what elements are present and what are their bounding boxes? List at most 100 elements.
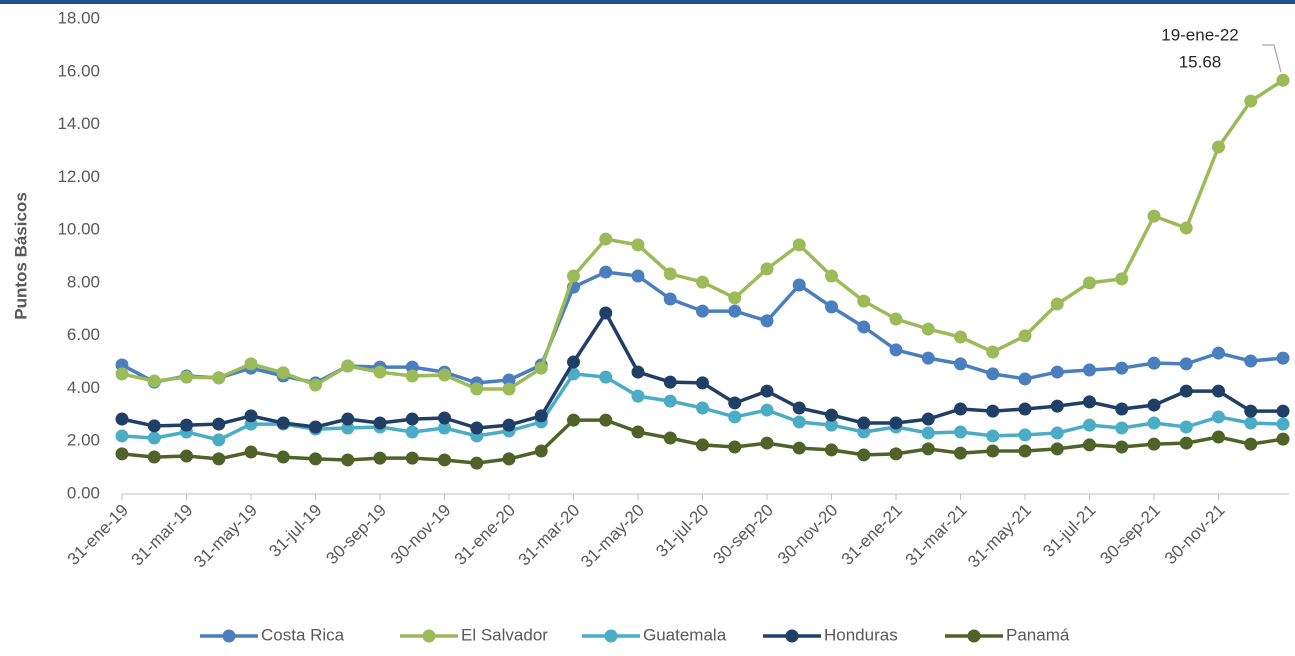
marker xyxy=(857,294,871,308)
legend-marker xyxy=(785,629,799,643)
marker xyxy=(1147,209,1161,223)
marker xyxy=(276,450,290,464)
marker xyxy=(728,304,742,318)
x-tick-label: 31-ene-19 xyxy=(64,501,132,569)
marker xyxy=(1179,384,1193,398)
marker xyxy=(921,442,935,456)
marker xyxy=(1050,365,1064,379)
marker xyxy=(696,438,709,452)
marker xyxy=(373,451,387,465)
marker xyxy=(1244,416,1258,430)
marker xyxy=(1179,420,1193,434)
marker xyxy=(1244,354,1258,368)
marker xyxy=(1147,356,1161,370)
marker xyxy=(309,420,322,434)
marker xyxy=(954,357,967,371)
marker xyxy=(825,269,838,283)
x-tick-label: 31-may-19 xyxy=(190,501,261,572)
marker xyxy=(1083,395,1096,409)
marker xyxy=(1179,357,1193,371)
marker xyxy=(567,269,580,283)
marker xyxy=(1179,221,1193,235)
marker xyxy=(663,375,677,389)
marker xyxy=(1018,428,1032,442)
marker xyxy=(438,421,451,435)
marker xyxy=(1244,404,1258,418)
marker xyxy=(954,402,967,416)
marker xyxy=(502,373,516,387)
y-tick-label: 6.00 xyxy=(67,325,100,344)
y-tick-label: 14.00 xyxy=(57,114,100,133)
marker xyxy=(341,453,355,467)
marker xyxy=(244,357,258,371)
marker xyxy=(599,370,613,384)
marker xyxy=(760,262,774,276)
x-tick-label: 31-jul-21 xyxy=(1039,501,1099,561)
x-tick-label: 31-mar-21 xyxy=(902,501,971,570)
marker xyxy=(1276,73,1290,87)
marker xyxy=(405,451,419,465)
marker xyxy=(599,306,613,320)
legend-label: El Salvador xyxy=(461,625,548,644)
marker xyxy=(115,447,129,461)
x-tick-label: 31-jul-20 xyxy=(652,501,712,561)
marker xyxy=(212,433,226,447)
marker xyxy=(373,365,387,379)
legend-marker xyxy=(604,629,618,643)
y-tick-label: 18.00 xyxy=(57,8,100,27)
marker xyxy=(534,409,548,423)
marker xyxy=(341,421,355,435)
marker xyxy=(599,232,613,246)
marker xyxy=(1147,416,1161,430)
marker xyxy=(1083,363,1096,377)
marker xyxy=(760,436,774,450)
marker xyxy=(438,411,451,425)
marker xyxy=(1244,437,1258,451)
marker xyxy=(663,394,677,408)
marker xyxy=(180,370,193,384)
annotation-value: 15.68 xyxy=(1179,52,1222,71)
marker xyxy=(760,384,774,398)
marker xyxy=(341,412,355,426)
marker xyxy=(309,452,322,466)
marker xyxy=(825,443,838,457)
marker xyxy=(470,456,484,470)
marker xyxy=(470,421,484,435)
marker xyxy=(631,389,645,403)
x-tick-label: 31-ene-20 xyxy=(451,501,519,569)
marker xyxy=(986,345,1000,359)
marker xyxy=(954,330,967,344)
marker xyxy=(631,238,645,252)
marker xyxy=(1018,372,1032,386)
marker xyxy=(1115,402,1129,416)
marker xyxy=(825,408,838,422)
marker xyxy=(534,361,548,375)
marker xyxy=(405,425,419,439)
x-tick-label: 31-may-21 xyxy=(964,501,1035,572)
marker xyxy=(1276,417,1290,431)
marker xyxy=(405,412,419,426)
marker xyxy=(341,359,355,373)
marker xyxy=(728,396,742,410)
marker xyxy=(599,265,613,279)
marker xyxy=(115,367,129,381)
marker xyxy=(986,444,1000,458)
marker xyxy=(1050,426,1064,440)
marker xyxy=(792,401,806,415)
marker xyxy=(1083,418,1096,432)
x-tick-label: 31-ene-21 xyxy=(838,501,906,569)
marker xyxy=(663,292,677,306)
marker xyxy=(147,419,161,433)
marker xyxy=(954,446,967,460)
marker xyxy=(1018,402,1032,416)
x-tick-label: 30-nov-20 xyxy=(774,501,842,569)
marker xyxy=(792,441,806,455)
marker xyxy=(889,416,903,430)
x-tick-label: 30-sep-21 xyxy=(1096,501,1164,569)
marker xyxy=(438,368,451,382)
marker xyxy=(502,452,516,466)
marker xyxy=(857,320,871,334)
marker xyxy=(1244,94,1258,108)
marker xyxy=(696,275,709,289)
marker xyxy=(760,314,774,328)
